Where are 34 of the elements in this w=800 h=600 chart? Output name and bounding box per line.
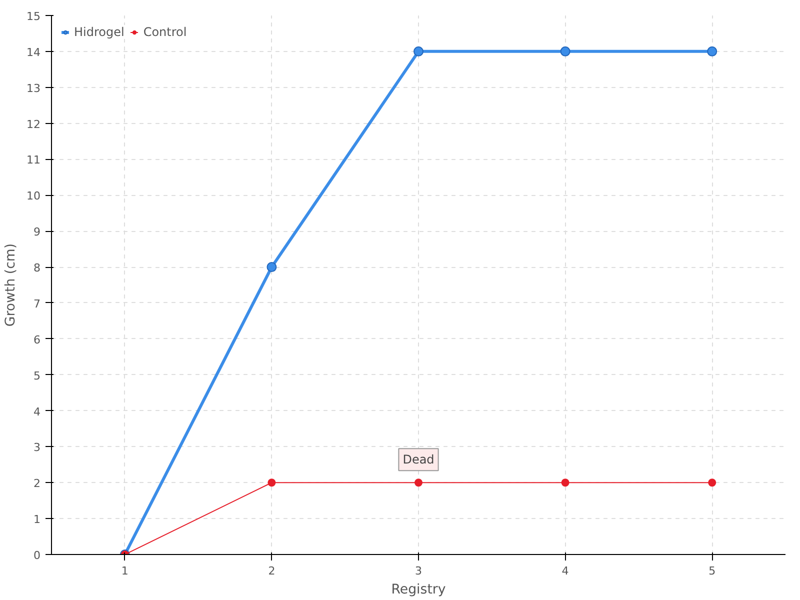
x-tick-label: 4 (562, 564, 569, 578)
x-tick-label: 5 (708, 564, 716, 578)
y-tick-label: 11 (26, 154, 41, 167)
legend-label: Control (143, 25, 187, 39)
point (560, 46, 570, 56)
x-tick-label: 3 (415, 564, 422, 578)
y-tick-label: 10 (26, 190, 41, 203)
y-tick-label: 15 (26, 10, 41, 23)
y-tick-label: 9 (34, 226, 40, 239)
y-tick-label: 2 (34, 477, 40, 490)
annotation: Dead (402, 452, 434, 467)
y-tick-label: 5 (34, 369, 40, 382)
y-tick-label: 12 (26, 118, 41, 131)
point (268, 478, 276, 487)
y-tick-label: 3 (34, 441, 40, 454)
y-tick-label: 0 (34, 549, 40, 562)
point (708, 478, 716, 487)
point (414, 46, 424, 56)
point (266, 262, 277, 272)
y-tick-label: 14 (26, 46, 41, 59)
y-tick-label: 4 (34, 405, 40, 418)
x-tick-label: 2 (268, 564, 276, 578)
x-axis-title: Registry (391, 582, 446, 598)
legend-label: Hidrogel (74, 25, 124, 39)
y-tick-label: 13 (26, 82, 41, 95)
point (414, 478, 422, 487)
y-tick-label: 7 (34, 297, 40, 310)
point (707, 46, 718, 56)
y-tick-label: 1 (34, 513, 40, 526)
y-tick-label: 6 (34, 333, 40, 346)
y-tick-label: 8 (34, 262, 40, 275)
x-tick-label: 1 (121, 564, 128, 578)
y-axis-title: Growth (cm) (4, 243, 19, 327)
point (561, 478, 570, 487)
